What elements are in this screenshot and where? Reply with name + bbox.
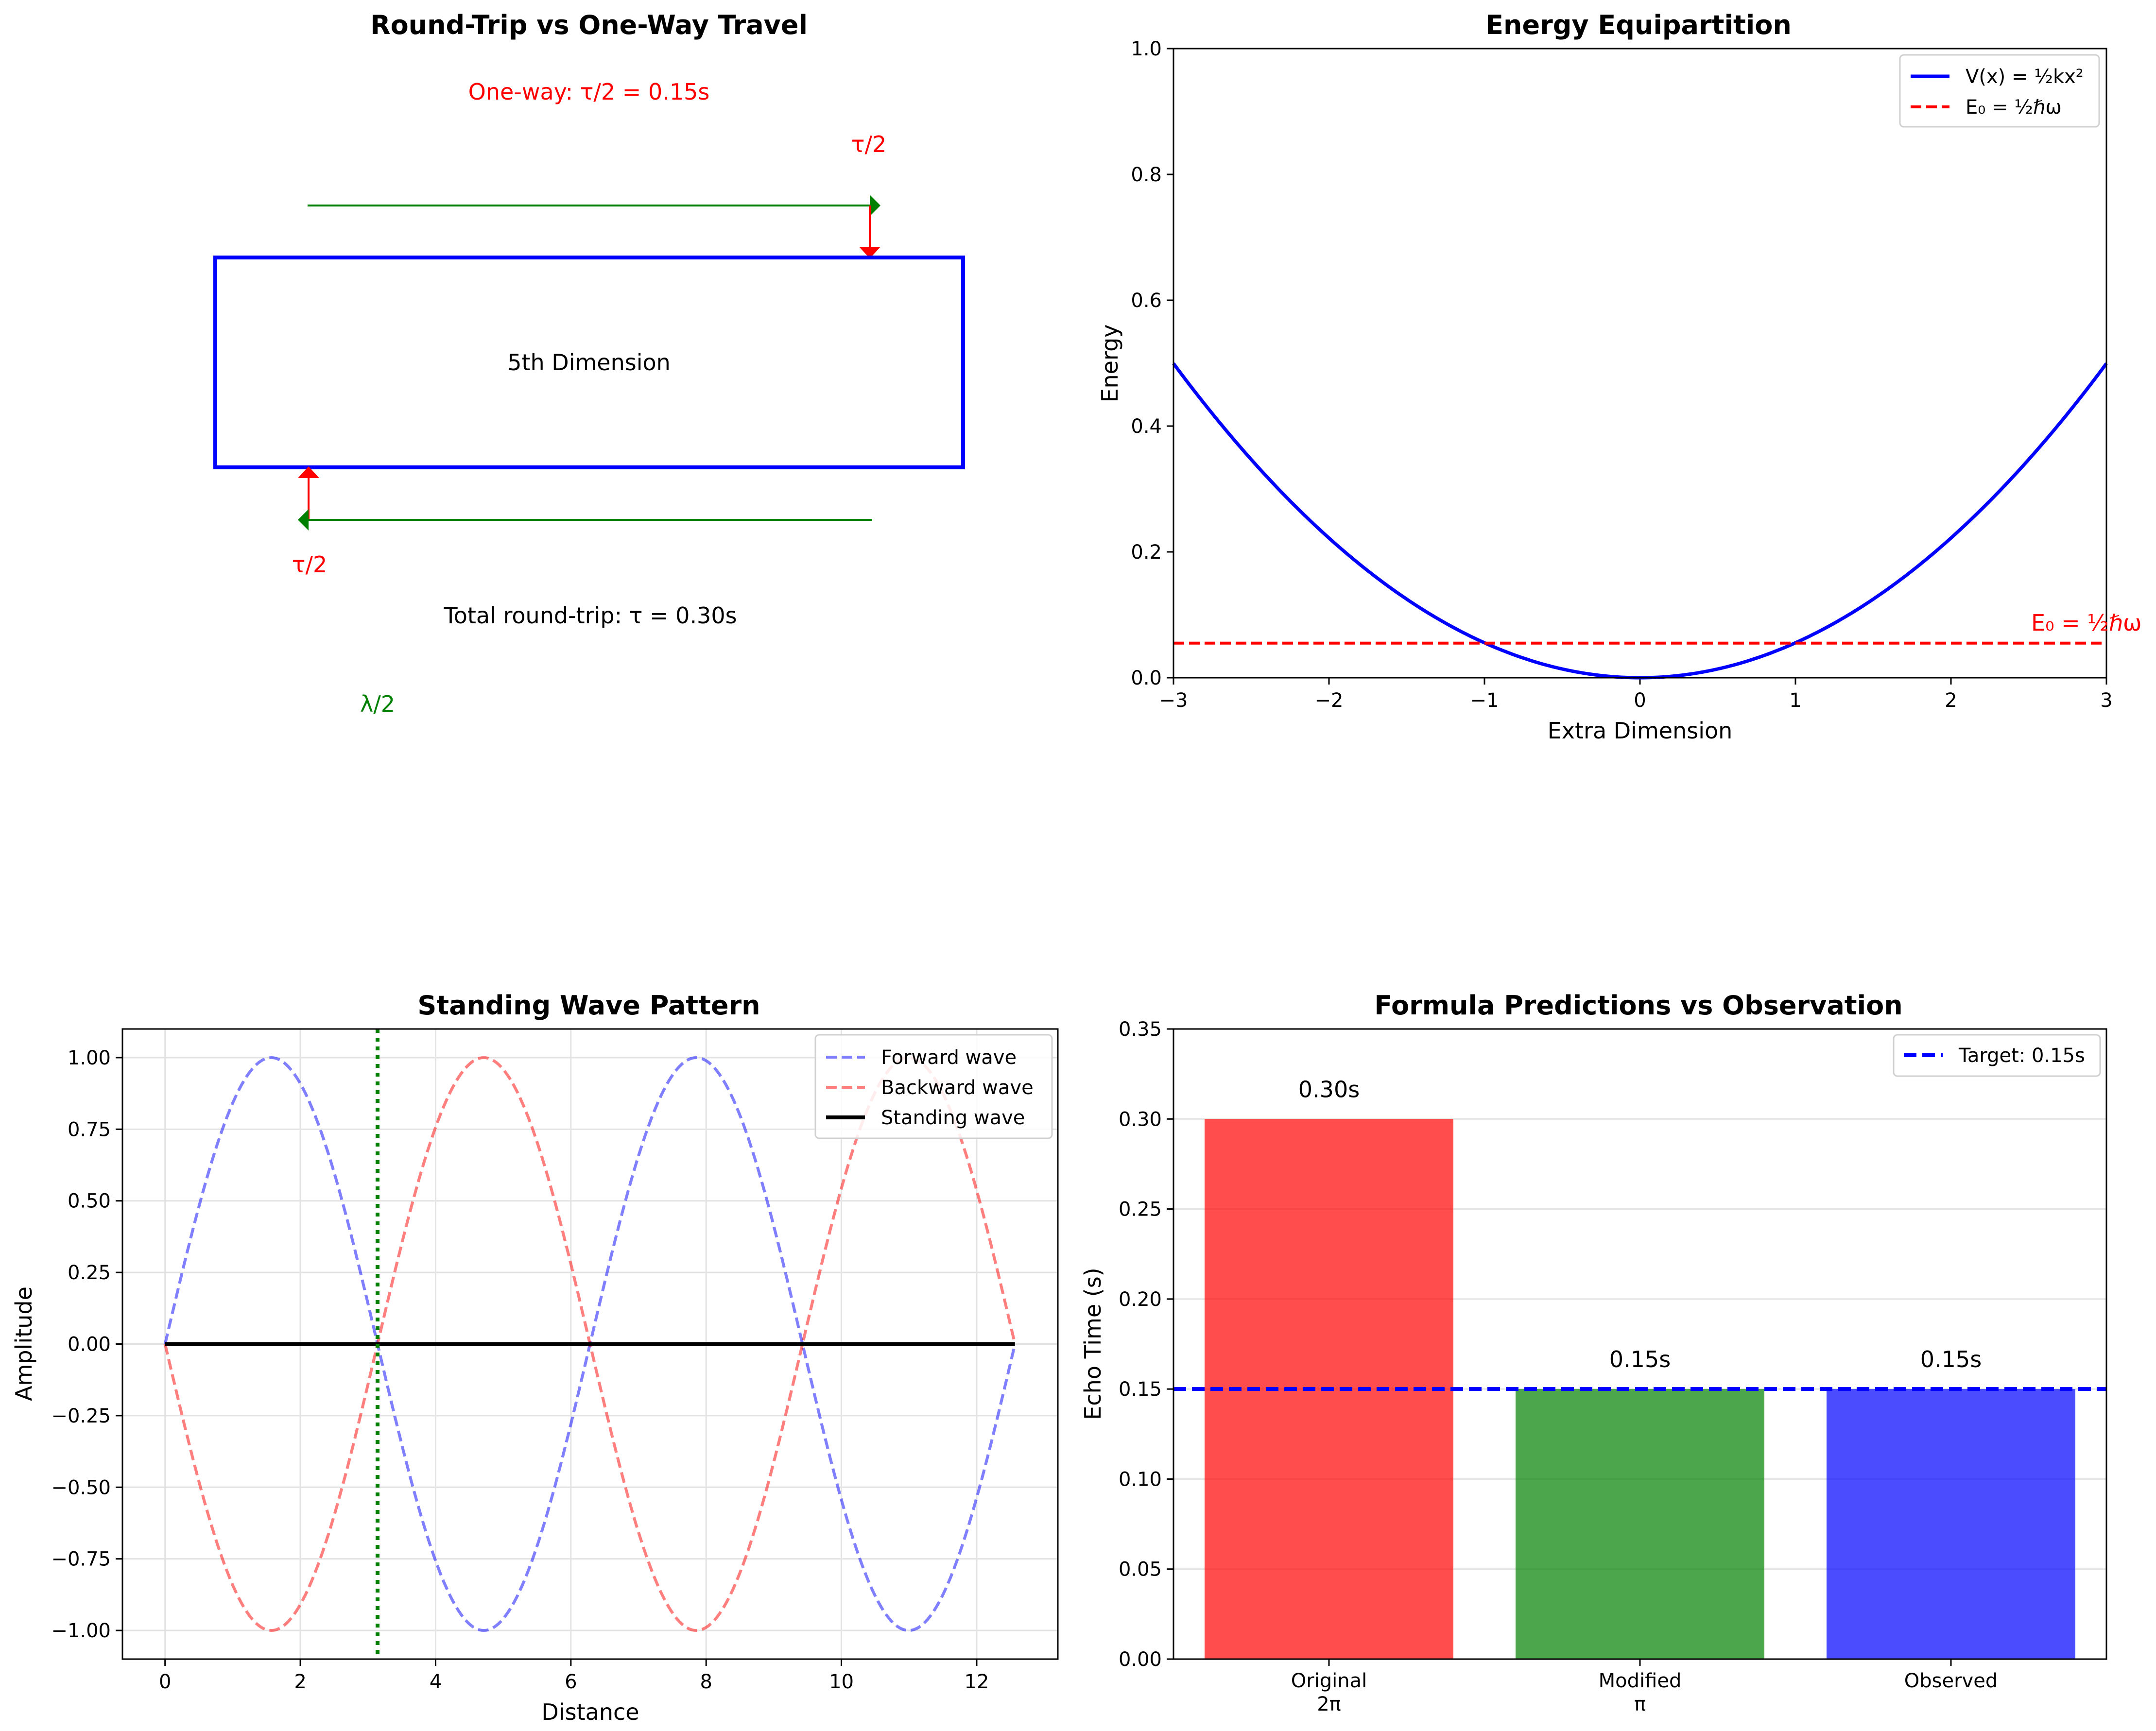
bar-value-label: 0.30s <box>1298 1076 1360 1102</box>
legend-label-backward: Backward wave <box>881 1077 1034 1099</box>
x-tick-label: 12 <box>965 1671 989 1693</box>
legend-entry-target: Target: 0.15s <box>1904 1045 2085 1067</box>
x-tick-label: Modified <box>1599 1670 1682 1692</box>
legend-label-potential: V(x) = ½kx² <box>1966 66 2084 88</box>
y-tick-label: 0.05 <box>1119 1559 1162 1581</box>
standing-wave-legend: Forward wave Backward wave Standing wave <box>814 1034 1053 1139</box>
x-tick-label: 1 <box>1789 689 1801 712</box>
panel-energy: Energy Equipartition −3 −2 −1 0 1 2 3 0.0 0.2 0.4… <box>1097 10 2142 744</box>
lambda-half-label: λ/2 <box>360 691 395 717</box>
y-tick-label: −0.50 <box>51 1476 111 1499</box>
y-tick-label: 0.10 <box>1119 1468 1162 1491</box>
y-tick-label: −0.25 <box>51 1405 111 1427</box>
dimension-box-label: 5th Dimension <box>507 349 671 376</box>
round-trip-title: Round-Trip vs One-Way Travel <box>370 10 808 40</box>
y-tick-label: 0.25 <box>68 1262 111 1284</box>
formula-axes-frame <box>1173 1028 2107 1660</box>
bar <box>1827 1389 2075 1659</box>
formula-title: Formula Predictions vs Observation <box>1374 990 1902 1021</box>
energy-axes-frame <box>1173 48 2107 679</box>
energy-xlabel: Extra Dimension <box>1548 718 1733 744</box>
backward-arrow <box>298 509 872 531</box>
x-tick-sublabel: 2π <box>1317 1693 1341 1715</box>
y-tick-label: 0.00 <box>1119 1648 1162 1671</box>
legend-entry-backward: Backward wave <box>826 1077 1034 1099</box>
formula-legend: Target: 0.15s <box>1893 1034 2101 1077</box>
x-tick-label: −2 <box>1315 689 1344 712</box>
energy-ylabel: Energy <box>1097 324 1123 402</box>
panel-formula: Formula Predictions vs Observation 0.000… <box>1080 990 2107 1715</box>
x-tick-label: −1 <box>1470 689 1499 712</box>
bar-value-label: 0.15s <box>1609 1346 1671 1372</box>
x-tick-label: 0 <box>1634 689 1646 712</box>
standing-wave-axes-frame <box>121 1028 1059 1660</box>
x-tick-label: 10 <box>829 1671 854 1693</box>
energy-legend: V(x) = ½kx² E₀ = ½ℏω <box>1899 54 2100 128</box>
tau-half-top-label: τ/2 <box>851 131 886 157</box>
y-tick-label: −0.75 <box>51 1548 111 1571</box>
formula-ylabel: Echo Time (s) <box>1080 1268 1106 1420</box>
formula-ticks: 0.00 0.05 0.10 0.15 0.20 0.25 0.30 0.35 Original… <box>1119 1018 1998 1715</box>
y-tick-label: −1.00 <box>51 1620 111 1642</box>
dimension-box: 5th Dimension <box>213 256 965 469</box>
legend-label-ground-energy: E₀ = ½ℏω <box>1966 96 2062 119</box>
y-tick-label: 0.30 <box>1119 1108 1162 1131</box>
y-tick-label: 0.8 <box>1131 164 1162 186</box>
panel-round-trip: Round-Trip vs One-Way Travel One-way: τ/… <box>213 10 965 717</box>
legend-entry-potential: V(x) = ½kx² <box>1911 66 2084 88</box>
bar-value-label: 0.15s <box>1920 1346 1982 1372</box>
legend-label-target: Target: 0.15s <box>1958 1045 2085 1067</box>
x-tick-label: 2 <box>294 1671 306 1693</box>
standing-wave-title: Standing Wave Pattern <box>417 990 760 1021</box>
potential-curve <box>1172 362 2108 680</box>
y-tick-label: 0.4 <box>1131 415 1162 438</box>
standing-wave-ylabel: Amplitude <box>11 1286 37 1401</box>
y-tick-label: 0.2 <box>1131 541 1162 564</box>
total-round-trip-label: Total round-trip: τ = 0.30s <box>443 602 737 629</box>
y-tick-label: 0.6 <box>1131 290 1162 312</box>
top-marker-arrow <box>859 206 880 258</box>
y-tick-label: 0.35 <box>1119 1018 1162 1041</box>
x-tick-label: Original <box>1291 1670 1367 1692</box>
y-tick-label: 0.20 <box>1119 1288 1162 1311</box>
x-tick-sublabel: π <box>1634 1693 1646 1715</box>
legend-entry-ground-energy: E₀ = ½ℏω <box>1911 96 2062 119</box>
x-tick-label: −3 <box>1159 689 1188 712</box>
x-tick-label: 8 <box>700 1671 712 1693</box>
legend-entry-standing: Standing wave <box>826 1107 1025 1129</box>
energy-ticks: −3 −2 −1 0 1 2 3 0.0 0.2 0.4 0.6 0.8 1.0 <box>1131 38 2112 712</box>
y-tick-label: 0.50 <box>68 1190 111 1213</box>
y-tick-label: 1.00 <box>68 1047 111 1069</box>
panel-standing-wave: Standing Wave Pattern 0 2 4 6 8 10 12 −1.00 −0.7… <box>11 990 1059 1725</box>
y-tick-label: 0.0 <box>1131 667 1162 689</box>
formula-bars: 0.30s 0.15s 0.15s <box>1205 1076 2075 1659</box>
energy-title: Energy Equipartition <box>1485 10 1792 40</box>
bar <box>1516 1389 1764 1659</box>
y-tick-label: 0.00 <box>68 1334 111 1356</box>
one-way-label: One-way: τ/2 = 0.15s <box>468 79 710 105</box>
y-tick-label: 0.15 <box>1119 1378 1162 1401</box>
x-tick-label: Observed <box>1904 1670 1998 1692</box>
ground-energy-annotation: E₀ = ½ℏω <box>2031 610 2142 636</box>
y-tick-label: 1.0 <box>1131 38 1162 60</box>
forward-arrow <box>308 195 880 216</box>
y-tick-label: 0.75 <box>68 1118 111 1141</box>
standing-wave-ticks: 0 2 4 6 8 10 12 −1.00 −0.75 −0.50 −0.25 0.00 0.25 0.5… <box>51 1047 989 1693</box>
x-tick-label: 6 <box>565 1671 577 1693</box>
legend-entry-forward: Forward wave <box>826 1046 1017 1069</box>
standing-wave-xlabel: Distance <box>541 1699 639 1725</box>
x-tick-label: 3 <box>2100 689 2112 712</box>
legend-label-forward: Forward wave <box>881 1046 1017 1069</box>
legend-label-standing: Standing wave <box>881 1107 1025 1129</box>
x-tick-label: 2 <box>1945 689 1957 712</box>
x-tick-label: 0 <box>159 1671 171 1693</box>
y-tick-label: 0.25 <box>1119 1199 1162 1221</box>
tau-half-bottom-label: τ/2 <box>292 551 327 578</box>
x-tick-label: 4 <box>430 1671 442 1693</box>
